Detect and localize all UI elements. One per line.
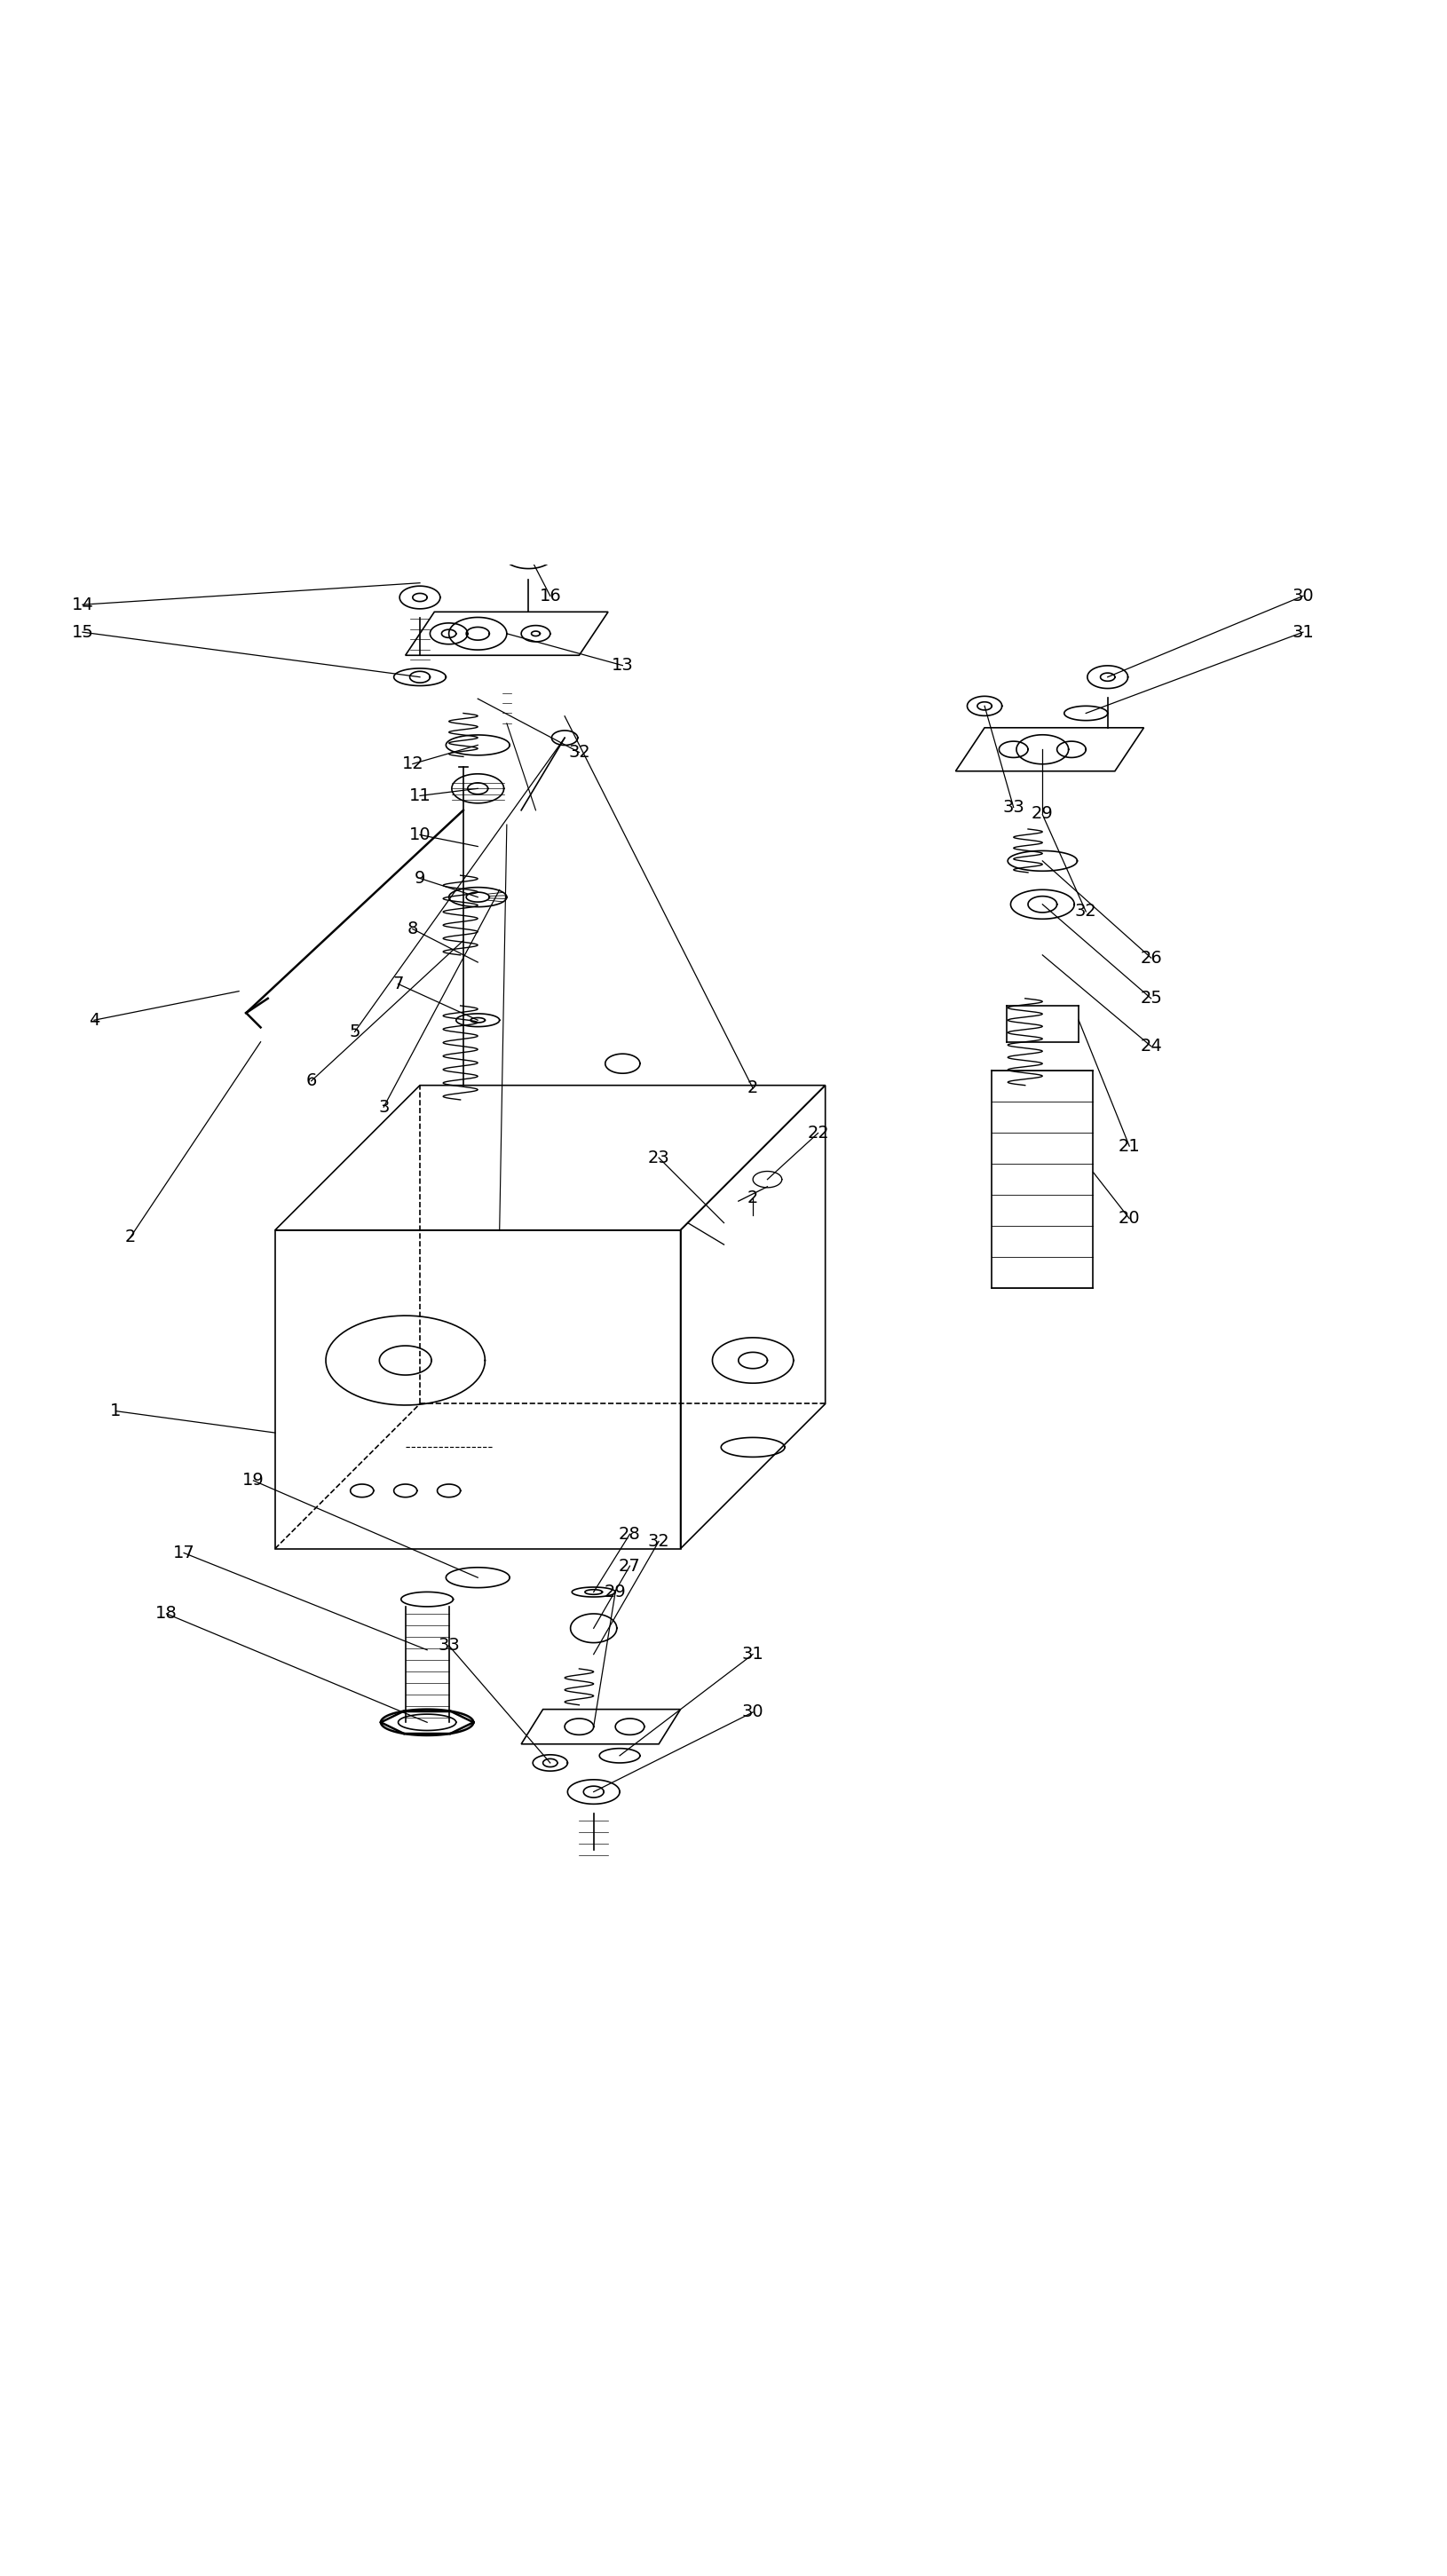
- Text: 16: 16: [538, 587, 561, 605]
- Text: 4: 4: [88, 1012, 100, 1028]
- Text: 33: 33: [1001, 799, 1024, 817]
- Text: 28: 28: [618, 1525, 641, 1543]
- Text: 15: 15: [71, 623, 94, 641]
- Text: 26: 26: [1139, 951, 1162, 966]
- Text: 29: 29: [1030, 804, 1053, 822]
- Text: 18: 18: [155, 1605, 178, 1623]
- Text: 3: 3: [378, 1097, 389, 1115]
- Text: 17: 17: [172, 1546, 195, 1561]
- Text: 9: 9: [414, 871, 425, 886]
- Text: 2: 2: [124, 1229, 136, 1247]
- Text: 32: 32: [567, 744, 590, 760]
- Text: 31: 31: [741, 1646, 764, 1662]
- Text: 13: 13: [611, 657, 634, 675]
- Text: 30: 30: [1291, 587, 1314, 605]
- Text: 6: 6: [305, 1072, 317, 1090]
- Text: 7: 7: [392, 976, 404, 992]
- Text: 2: 2: [747, 1079, 758, 1097]
- Text: 19: 19: [242, 1471, 265, 1489]
- Text: 8: 8: [407, 920, 418, 938]
- Text: 12: 12: [401, 755, 424, 773]
- Text: 5: 5: [349, 1023, 360, 1041]
- Text: 11: 11: [408, 788, 431, 804]
- Text: 10: 10: [408, 827, 431, 842]
- Text: 29: 29: [603, 1584, 627, 1600]
- Text: 33: 33: [437, 1638, 460, 1654]
- Text: 32: 32: [647, 1533, 670, 1551]
- Text: 27: 27: [618, 1558, 641, 1574]
- Text: 24: 24: [1139, 1038, 1162, 1054]
- Text: 20: 20: [1117, 1211, 1140, 1226]
- Text: 31: 31: [1291, 623, 1314, 641]
- Text: 25: 25: [1139, 989, 1162, 1007]
- Text: 14: 14: [71, 595, 94, 613]
- Text: 1: 1: [110, 1401, 122, 1419]
- Text: 22: 22: [806, 1126, 829, 1141]
- Text: 21: 21: [1117, 1139, 1140, 1154]
- Text: 2: 2: [747, 1190, 758, 1206]
- Text: 23: 23: [647, 1149, 670, 1167]
- Text: 30: 30: [741, 1703, 764, 1721]
- Text: 32: 32: [1074, 904, 1097, 920]
